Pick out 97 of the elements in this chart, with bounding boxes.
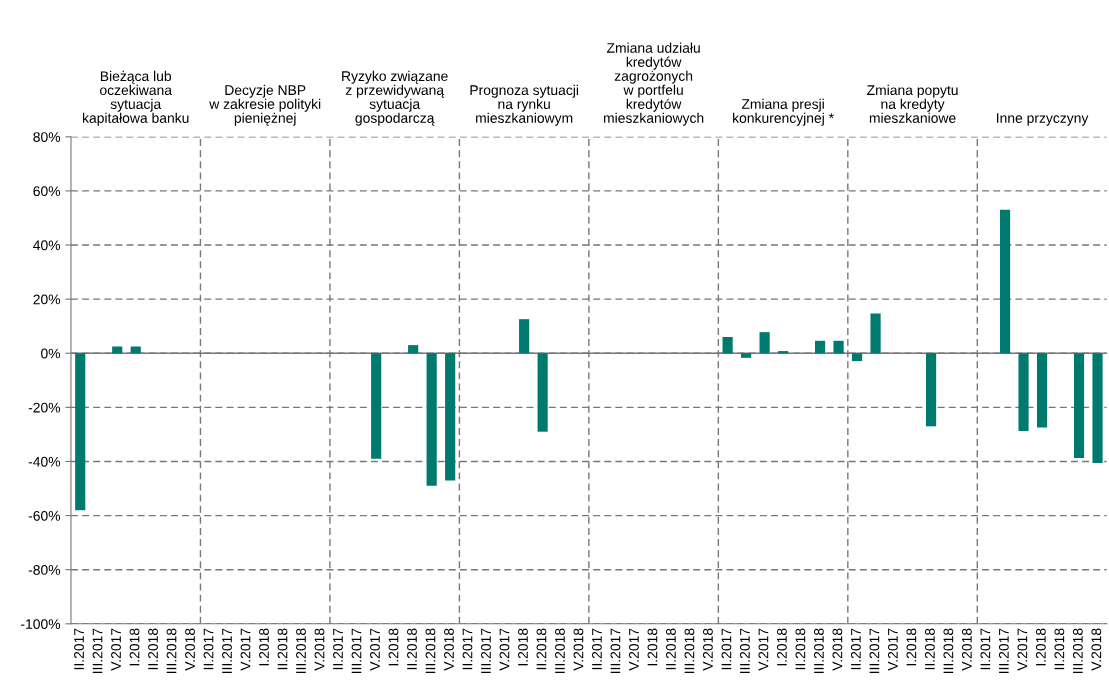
x-tick-label: V.2017 — [111, 628, 121, 671]
x-tick-label: II.2018 — [795, 628, 806, 670]
bar — [537, 353, 548, 432]
x-tick-label: V.2017 — [370, 628, 380, 671]
bar — [741, 353, 752, 358]
x-tick-label: II.2018 — [924, 628, 935, 670]
bar — [833, 340, 844, 354]
x-tick-label: I.2018 — [259, 628, 269, 666]
text: Inne przyczyny — [997, 113, 1089, 126]
y-tick-label: 60% — [33, 186, 61, 197]
bar — [112, 346, 123, 354]
x-tick-label: III.2018 — [166, 628, 177, 674]
x-tick-label: II.2017 — [592, 628, 602, 670]
x-tick-label: I.2018 — [388, 628, 399, 666]
x-tick-label: V.2018 — [573, 628, 584, 671]
bar — [851, 353, 863, 362]
y-tick-label: -100% — [21, 619, 61, 629]
x-tick-label: III.2017 — [222, 628, 232, 674]
x-tick-label: II.2017 — [203, 628, 214, 670]
bar — [1092, 353, 1103, 464]
y-tick-label: -20% — [28, 402, 61, 413]
x-tick-label: III.2017 — [610, 628, 621, 674]
x-tick-label: II.2017 — [980, 628, 991, 670]
x-tick-label: III.2017 — [481, 628, 491, 674]
x-tick-label: I.2018 — [518, 628, 528, 666]
text: Decyzje NBP w zakresie polityki pieniężnej — [209, 84, 321, 126]
x-tick-label: II.2017 — [850, 628, 861, 670]
x-tick-label: III.2017 — [351, 628, 362, 674]
x-tick-label: V.2018 — [1091, 628, 1102, 671]
text: Ryzyko związane z przewidywaną sytuacja gospodarczą — [342, 70, 448, 126]
x-tick-label: I.2018 — [647, 628, 658, 666]
y-tick-label: -40% — [28, 456, 61, 467]
x-tick-label: I.2018 — [129, 628, 140, 666]
x-tick-label: III.2018 — [555, 628, 565, 674]
x-tick-label: III.2017 — [998, 628, 1009, 674]
bar — [130, 346, 141, 354]
bar — [999, 209, 1011, 354]
x-tick-label: I.2018 — [776, 628, 787, 666]
bar — [815, 340, 826, 354]
x-tick-label: V.2017 — [499, 628, 510, 671]
x-tick-label: III.2018 — [684, 628, 695, 674]
x-tick-label: II.2017 — [333, 628, 343, 670]
x-tick-label: II.2018 — [148, 628, 158, 670]
y-tick-label: 20% — [33, 294, 61, 305]
x-tick-label: V.2018 — [703, 628, 713, 671]
x-tick-label: V.2017 — [629, 628, 639, 671]
text: Zmiana presji konkurencyjnej * — [733, 98, 834, 126]
x-tick-label: V.2018 — [314, 628, 325, 671]
x-tick-label: III.2017 — [92, 628, 103, 674]
bar — [408, 345, 419, 354]
x-tick-label: V.2017 — [887, 628, 898, 671]
y-tick-label: -80% — [28, 565, 61, 575]
x-tick-label: V.2018 — [444, 628, 454, 671]
y-tick-label: 0% — [41, 348, 61, 359]
x-tick-label: II.2017 — [721, 628, 732, 670]
x-tick-label: III.2018 — [296, 628, 306, 674]
bar — [75, 353, 86, 511]
x-tick-label: II.2017 — [74, 628, 84, 670]
x-tick-label: II.2018 — [277, 628, 288, 670]
x-tick-label: II.2018 — [666, 628, 676, 670]
bar — [759, 332, 770, 354]
x-tick-label: II.2018 — [1054, 628, 1065, 670]
bar — [1073, 353, 1085, 458]
x-tick-label: V.2017 — [1017, 628, 1028, 671]
x-tick-label: V.2017 — [240, 628, 251, 671]
text: Zmiana udziału kredytów zagrożonych w portfelu kredytów mieszkaniowych — [603, 42, 704, 126]
x-tick-label: III.2018 — [425, 628, 436, 674]
y-tick-label: -60% — [28, 510, 61, 521]
x-tick-label: II.2018 — [536, 628, 547, 670]
x-tick-label: II.2017 — [462, 628, 473, 670]
x-tick-label: V.2018 — [961, 628, 972, 671]
x-tick-label: III.2018 — [813, 628, 824, 674]
x-tick-label: I.2018 — [906, 628, 917, 666]
text: Zmiana popytu na kredyty mieszkaniowe — [867, 84, 958, 123]
bar — [1018, 353, 1029, 431]
bar — [371, 353, 382, 459]
x-tick-label: III.2017 — [739, 628, 750, 674]
bar — [426, 353, 437, 486]
bar — [722, 337, 733, 354]
bar — [519, 319, 530, 354]
x-tick-label: III.2018 — [1072, 628, 1083, 674]
x-tick-label: V.2018 — [832, 628, 843, 671]
bar — [870, 313, 881, 354]
bar — [778, 351, 789, 354]
y-tick-label: 40% — [33, 240, 61, 251]
x-tick-label: V.2018 — [185, 628, 195, 671]
bar — [445, 353, 456, 481]
bar — [1036, 353, 1048, 428]
x-tick-label: III.2018 — [943, 628, 954, 674]
text: Prognoza sytuacji na rynku mieszkaniowym — [470, 84, 579, 126]
bar — [925, 353, 937, 427]
text: Bieżąca lub oczekiwana sytuacja kapitałowa banku — [82, 70, 189, 126]
x-tick-label: I.2018 — [1035, 628, 1046, 666]
x-tick-label: II.2018 — [407, 628, 417, 670]
x-tick-label: III.2017 — [869, 628, 880, 674]
y-tick-label: 80% — [33, 132, 61, 142]
x-tick-label: V.2017 — [758, 628, 769, 671]
